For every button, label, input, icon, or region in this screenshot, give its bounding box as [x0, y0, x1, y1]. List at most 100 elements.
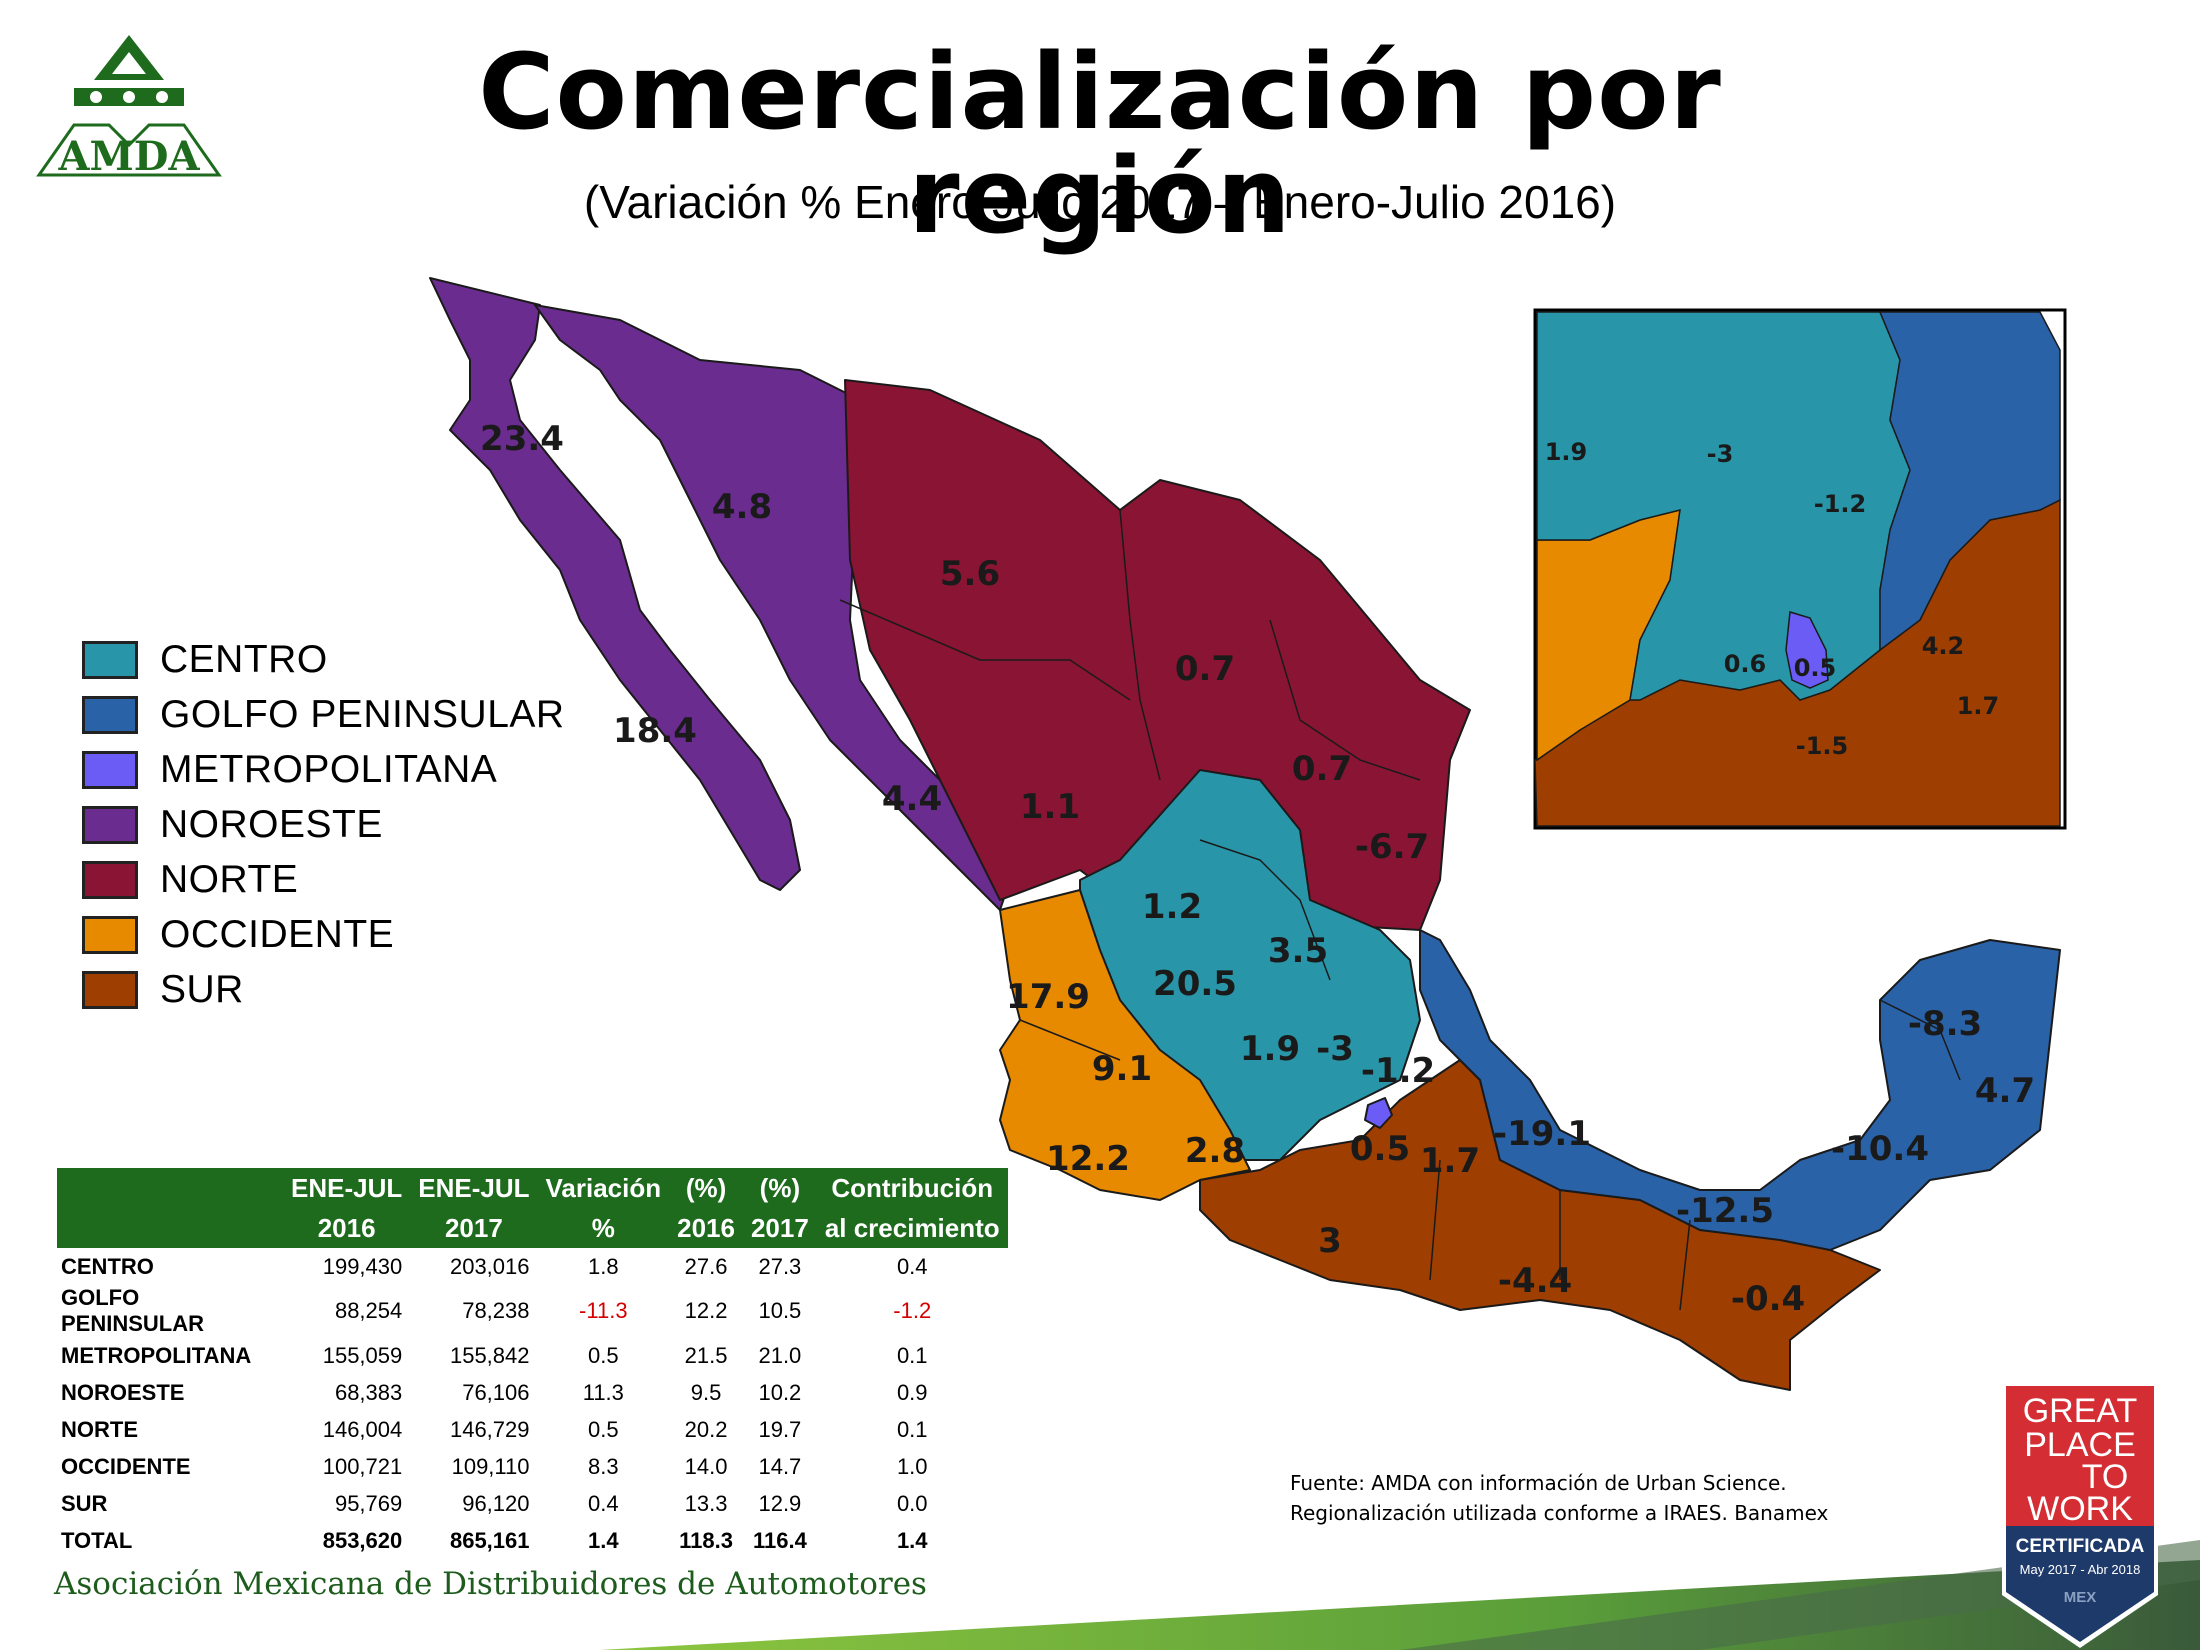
svg-text:May 2017 - Abr 2018: May 2017 - Abr 2018 [2020, 1562, 2141, 1577]
table-row: CENTRO 199,430 203,016 1.8 27.6 27.3 0.4 [61, 1253, 928, 1279]
label-cdmx: 0.5 [1350, 1129, 1410, 1169]
table-row: NOROESTE 68,383 76,106 11.3 9.5 10.2 0.9 [61, 1379, 928, 1405]
region-sonora-sinaloa [534, 304, 1011, 911]
table-header-variation: Variación% [537, 1168, 670, 1248]
region-occidente [999, 889, 1251, 1201]
label-colima: 12.2 [1046, 1139, 1130, 1179]
label-ags: 20.5 [1153, 964, 1237, 1004]
svg-text:MEX: MEX [2064, 1589, 2097, 1606]
map-value-labels: 23.4 4.8 18.4 4.4 5.6 0.7 0.7 1.1 -6.7 1… [480, 419, 2035, 1319]
inset-golfo [1878, 311, 2061, 652]
table-header-2016: ENE-JUL 2016 [283, 1168, 411, 1248]
region-norte [844, 379, 1471, 931]
inset-label-hidalgo: -1.2 [1814, 490, 1866, 518]
legend-swatch [82, 860, 138, 899]
label-queretaro: -3 [1316, 1029, 1354, 1069]
label-sinaloa: 4.4 [882, 779, 942, 819]
label-tamaulipas: -6.7 [1355, 827, 1429, 867]
svg-text:GREAT: GREAT [2023, 1392, 2138, 1430]
legend-item-sur: SUR [82, 962, 565, 1017]
source-line-1: Fuente: AMDA con información de Urban Sc… [1290, 1471, 1787, 1495]
inset-metropolitana [1785, 611, 1829, 689]
legend-item-noroeste: NOROESTE [82, 797, 565, 852]
label-sonora: 4.8 [712, 487, 772, 527]
inset-label-jalisco: 1.9 [1545, 438, 1588, 466]
legend-label: NOROESTE [160, 802, 383, 846]
label-guerrero: 3 [1318, 1221, 1342, 1261]
label-puebla: 1.7 [1420, 1141, 1480, 1181]
label-yucatan: -8.3 [1908, 1004, 1982, 1044]
label-jalisco: 9.1 [1092, 1049, 1152, 1089]
legend-item-centro: CENTRO [82, 632, 565, 687]
page-subtitle: (Variación % Enero-Julio 2017 – Enero-Ju… [583, 176, 1617, 228]
inset-label-tlaxcala: 4.2 [1922, 632, 1965, 660]
label-durango: 1.1 [1020, 787, 1080, 827]
inset-label-morelos: -1.5 [1796, 732, 1848, 760]
label-tabasco: -12.5 [1676, 1191, 1774, 1231]
inset-value-labels: 1.9 -3 -1.2 0.6 0.5 4.2 1.7 -1.5 [1545, 438, 2000, 760]
inset-label-edomex: 0.6 [1724, 650, 1767, 678]
svg-text:WORK: WORK [2027, 1490, 2133, 1528]
source-note: Fuente: AMDA con información de Urban Sc… [1290, 1468, 1828, 1528]
sales-by-region-table: ENE-JUL 2016 ENE-JUL 2017 Variación% (%) 20… [57, 1168, 1008, 1559]
label-nayarit: 17.9 [1006, 977, 1090, 1017]
table-header-share-2016: (%) 2016 [669, 1168, 743, 1248]
legend-swatch [82, 805, 138, 844]
great-place-to-work-badge: GREAT PLACE TO WORK CERTIFICADA May 2017… [2002, 1382, 2158, 1648]
inset-label-cdmx: 0.5 [1794, 654, 1837, 682]
map-interior-borders [839, 509, 1961, 1311]
footer-organization-name: Asociación Mexicana de Distribuidores de… [54, 1566, 927, 1602]
source-line-2: Regionalización utilizada conforme a IRA… [1290, 1501, 1829, 1525]
legend-label: NORTE [160, 857, 299, 901]
legend-swatch [82, 750, 138, 789]
legend-label: GOLFO PENINSULAR [160, 692, 565, 736]
label-baja-sur: 18.4 [613, 711, 697, 751]
label-baja-norte: 23.4 [480, 419, 564, 459]
map-legend: CENTRO GOLFO PENINSULAR METROPOLITANA NO… [82, 632, 565, 1017]
legend-label: OCCIDENTE [160, 912, 395, 956]
table-header-region [57, 1168, 283, 1248]
legend-swatch [82, 640, 138, 679]
table-row: OCCIDENTE 100,721 109,110 8.3 14.0 14.7 … [61, 1453, 928, 1479]
table-header-share-2017: (%) 2017 [742, 1168, 817, 1248]
inset-label-puebla: 1.7 [1957, 692, 2000, 720]
label-qroo: 4.7 [1975, 1071, 2035, 1111]
table-row-total: TOTAL 853,620 865,161 1.4 118.3 116.4 1.… [61, 1527, 928, 1553]
legend-label: CENTRO [160, 637, 328, 681]
label-oaxaca: -4.4 [1498, 1261, 1572, 1301]
label-campeche: -10.4 [1831, 1129, 1929, 1169]
table-row: GOLFO PENINSULAR 88,254 78,238 -11.3 12.… [61, 1285, 932, 1336]
amda-logo: AMDA [36, 35, 222, 180]
label-veracruz: -19.1 [1493, 1114, 1591, 1154]
label-nuevo-leon: 0.7 [1292, 749, 1352, 789]
label-zacatecas: 1.2 [1142, 887, 1202, 927]
logo-text: AMDA [57, 133, 200, 180]
svg-text:CERTIFICADA: CERTIFICADA [2016, 1536, 2145, 1557]
label-hidalgo: -1.2 [1361, 1051, 1435, 1091]
label-chiapas: -0.4 [1731, 1279, 1805, 1319]
legend-item-golfo-peninsular: GOLFO PENINSULAR [82, 687, 565, 742]
table-header-contribution: Contribución al crecimiento [816, 1168, 1008, 1248]
label-michoacan: 2.8 [1185, 1131, 1245, 1171]
table-header-row: ENE-JUL 2016 ENE-JUL 2017 Variación% (%) 20… [57, 1168, 1008, 1248]
legend-label: SUR [160, 967, 244, 1011]
legend-item-occidente: OCCIDENTE [82, 907, 565, 962]
legend-label: METROPOLITANA [160, 747, 498, 791]
table-row: SUR 95,769 96,120 0.4 13.3 12.9 0.0 [61, 1490, 928, 1516]
svg-text:TO: TO [2082, 1458, 2129, 1496]
table-row: METROPOLITANA 155,059 155,842 0.5 21.5 2… [61, 1342, 928, 1368]
legend-item-metropolitana: METROPOLITANA [82, 742, 565, 797]
inset-map [1533, 308, 2067, 830]
region-baja-california [429, 277, 801, 891]
legend-swatch [82, 970, 138, 1009]
table-row: NORTE 146,004 146,729 0.5 20.2 19.7 0.1 [61, 1416, 928, 1442]
label-coahuila: 0.7 [1175, 649, 1235, 689]
region-sur [1199, 1059, 1881, 1391]
region-metropolitana [1364, 1097, 1393, 1129]
svg-text:PLACE: PLACE [2024, 1426, 2136, 1464]
legend-swatch [82, 695, 138, 734]
inset-label-queretaro: -3 [1707, 440, 1734, 468]
map-regions [429, 277, 2061, 1391]
table-header-2017: ENE-JUL 2017 [410, 1168, 538, 1248]
